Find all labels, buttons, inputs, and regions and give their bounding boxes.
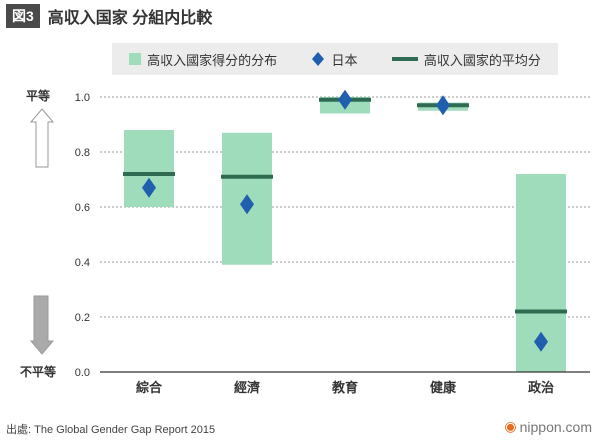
legend-average-label: 高収入國家的平均分 bbox=[423, 52, 541, 68]
legend: 高収入國家得分的分布 日本 高収入國家的平均分 bbox=[112, 43, 558, 75]
japan-marker bbox=[534, 331, 548, 352]
x-tick-label: 綜合 bbox=[136, 380, 163, 395]
y-tick-label: 0.0 bbox=[75, 367, 90, 379]
x-tick-label: 健康 bbox=[430, 380, 457, 395]
legend-range: 高収入國家得分的分布 bbox=[129, 50, 277, 69]
y-axis-ticks: 0.0 0.2 0.4 0.6 0.8 1.0 bbox=[75, 92, 90, 379]
footer-brand: ◉ nippon.com bbox=[504, 418, 592, 435]
average-line bbox=[123, 172, 175, 176]
y-tick-label: 0.6 bbox=[75, 202, 90, 214]
x-axis-labels: 綜合 經濟 教育 健康 政治 bbox=[136, 380, 554, 395]
japan-marker bbox=[436, 95, 450, 116]
equal-label: 平等 bbox=[26, 88, 50, 103]
y-tick-label: 0.8 bbox=[75, 147, 90, 159]
japan-marker bbox=[240, 194, 254, 215]
brand-dot-icon: ◉ bbox=[504, 418, 517, 434]
x-tick-label: 教育 bbox=[331, 380, 358, 395]
grid bbox=[100, 96, 590, 318]
x-tick-label: 政治 bbox=[528, 380, 554, 395]
average-line bbox=[515, 309, 567, 314]
japan-marker bbox=[142, 177, 156, 198]
unequal-label: 不平等 bbox=[20, 364, 56, 379]
diamond-icon bbox=[312, 52, 325, 66]
y-tick-label: 1.0 bbox=[75, 92, 90, 104]
chart-title: 高収入国家 分組内比較 bbox=[47, 10, 213, 27]
legend-range-label: 高収入國家得分的分布 bbox=[147, 52, 278, 68]
figure-tag: 図3 bbox=[6, 4, 40, 28]
y-tick-label: 0.2 bbox=[75, 312, 90, 324]
y-tick-label: 0.4 bbox=[75, 257, 90, 269]
brand-name: nippon.com bbox=[519, 418, 592, 435]
average-lines bbox=[123, 97, 567, 314]
average-line bbox=[221, 174, 273, 179]
legend-average: 高収入國家的平均分 bbox=[391, 50, 541, 69]
arrow-down-icon bbox=[29, 295, 55, 355]
japan-marker bbox=[338, 89, 352, 110]
source-label: 出處: bbox=[6, 424, 32, 436]
footer-source: 出處: The Global Gender Gap Report 2015 bbox=[6, 421, 215, 437]
source-text: The Global Gender Gap Report 2015 bbox=[34, 424, 216, 436]
arrow-up-icon bbox=[29, 108, 55, 168]
range-bars bbox=[124, 97, 566, 372]
legend-range-swatch bbox=[129, 53, 142, 65]
legend-average-swatch bbox=[391, 57, 418, 61]
x-tick-label: 經濟 bbox=[234, 380, 260, 395]
legend-japan-label: 日本 bbox=[331, 52, 358, 68]
title-row: 図3 高収入国家 分組内比較 bbox=[6, 4, 212, 28]
legend-japan: 日本 bbox=[311, 50, 358, 69]
japan-markers bbox=[142, 89, 548, 352]
